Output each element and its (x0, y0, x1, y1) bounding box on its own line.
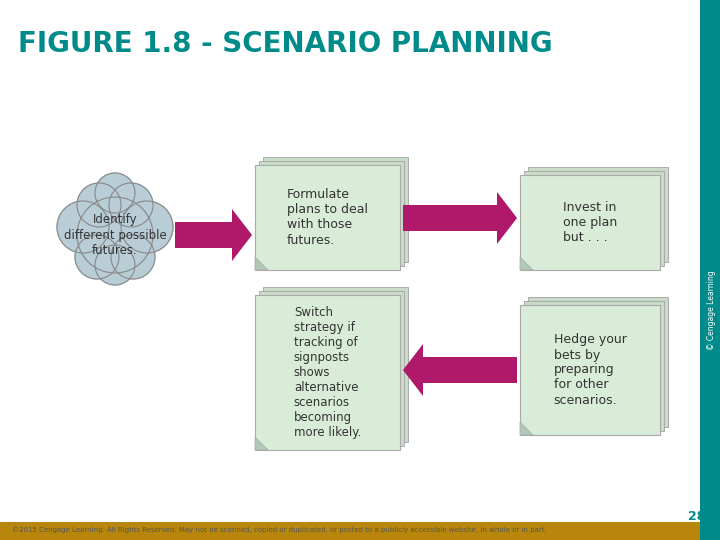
Circle shape (95, 245, 135, 285)
Bar (528, 297, 668, 427)
Circle shape (121, 201, 173, 253)
Circle shape (95, 173, 135, 213)
Polygon shape (175, 209, 252, 261)
Circle shape (75, 235, 119, 279)
Bar (528, 167, 668, 262)
Circle shape (57, 201, 109, 253)
Text: © Cengage Learning: © Cengage Learning (708, 270, 716, 350)
Bar (700, 0, 720, 540)
Bar (524, 171, 664, 266)
Polygon shape (255, 437, 268, 450)
Polygon shape (403, 192, 517, 244)
Text: Hedge your
bets by
preparing
for other
scenarios.: Hedge your bets by preparing for other s… (554, 334, 626, 407)
Polygon shape (403, 344, 517, 396)
Bar (255, 165, 400, 270)
Bar (259, 161, 404, 266)
Text: Formulate
plans to deal
with those
futures.: Formulate plans to deal with those futur… (287, 188, 368, 246)
Bar (524, 301, 664, 431)
Polygon shape (520, 422, 533, 435)
Bar (259, 291, 404, 446)
Polygon shape (520, 257, 533, 270)
Bar (263, 287, 408, 442)
Circle shape (109, 183, 153, 227)
Circle shape (77, 197, 153, 273)
Bar (255, 295, 400, 450)
Text: FIGURE 1.8 - SCENARIO PLANNING: FIGURE 1.8 - SCENARIO PLANNING (18, 30, 553, 58)
Bar (0, 522, 700, 540)
Text: 28: 28 (688, 510, 706, 523)
Text: Invest in
one plan
but . . .: Invest in one plan but . . . (563, 201, 617, 244)
Text: Switch
strategy if
tracking of
signposts
shows
alternative
scenarios
becoming
mo: Switch strategy if tracking of signposts… (294, 306, 361, 439)
Bar (520, 175, 660, 270)
Text: ©2015 Cengage Learning. All Rights Reserved. May not be scanned, copied or dupli: ©2015 Cengage Learning. All Rights Reser… (12, 526, 546, 534)
Polygon shape (255, 257, 268, 270)
Circle shape (77, 183, 121, 227)
Circle shape (111, 235, 155, 279)
Text: Identify
different possible
futures.: Identify different possible futures. (63, 213, 166, 256)
Bar (263, 157, 408, 262)
Bar (520, 305, 660, 435)
